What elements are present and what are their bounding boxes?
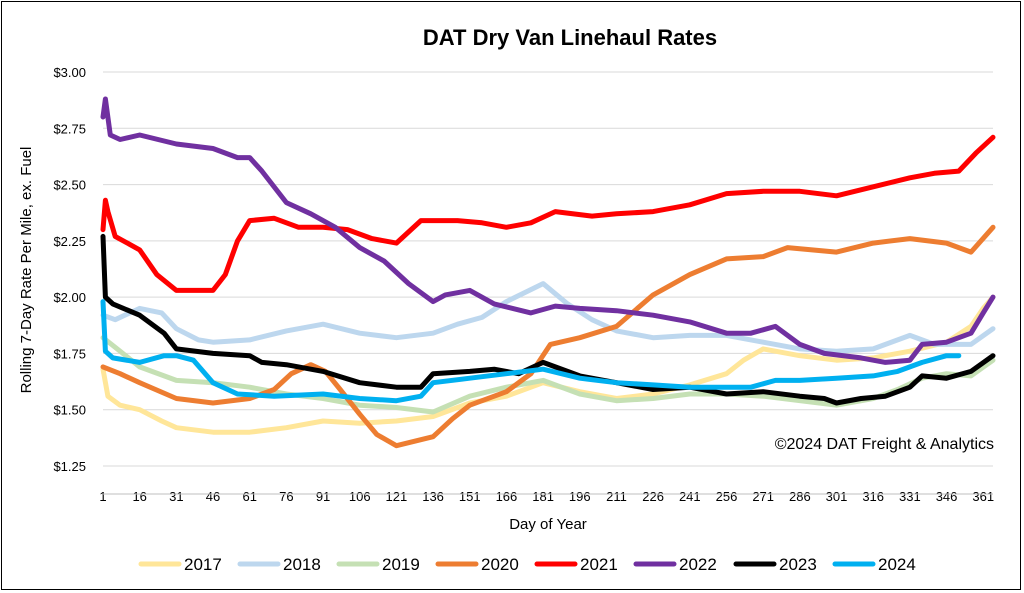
legend-label-2021: 2021 [580, 555, 618, 574]
x-tick-label: 346 [936, 489, 958, 504]
legend-label-2020: 2020 [481, 555, 519, 574]
series-lines [100, 96, 996, 449]
x-tick-label: 106 [349, 489, 371, 504]
x-tick-label: 331 [899, 489, 921, 504]
x-tick-label: 16 [132, 489, 146, 504]
legend-label-2019: 2019 [382, 555, 420, 574]
x-tick-label: 31 [169, 489, 183, 504]
x-tick-label: 196 [569, 489, 591, 504]
series-line-2020 [100, 224, 996, 449]
x-tick-label: 181 [532, 489, 554, 504]
x-tick-label: 136 [422, 489, 444, 504]
x-tick-label: 256 [716, 489, 738, 504]
y-axis-ticks: $1.25 $1.50 $1.75 $2.00 $2.25 $2.50 $2.75 $3.00 [53, 65, 86, 474]
x-tick-label: 166 [496, 489, 518, 504]
y-tick-label: $2.50 [53, 178, 86, 193]
legend-label-2024: 2024 [878, 555, 916, 574]
y-tick-label: $2.75 [53, 121, 86, 136]
x-tick-label: 301 [826, 489, 848, 504]
x-tick-label: 226 [642, 489, 664, 504]
series-line-2018 [100, 281, 996, 354]
x-tick-label: 1 [99, 489, 106, 504]
x-tick-label: 151 [459, 489, 481, 504]
y-tick-label: $1.75 [53, 346, 86, 361]
y-tick-label: $1.25 [53, 459, 86, 474]
legend-label-2018: 2018 [283, 555, 321, 574]
x-tick-label: 286 [789, 489, 811, 504]
series-line-2022 [100, 96, 996, 365]
series-line-2021 [100, 134, 996, 293]
x-axis-ticks: 1 16 31 46 61 76 91 106 121 136 151 166 181 196 211 226… [99, 489, 994, 504]
series-line-2024 [100, 299, 962, 404]
y-tick-label: $3.00 [53, 65, 86, 80]
legend: 2017 2018 2019 2020 2021 2022 2023 2024 [138, 555, 916, 574]
copyright-annotation: ©2024 DAT Freight & Analytics [775, 436, 994, 453]
x-tick-label: 361 [972, 489, 994, 504]
x-tick-label: 91 [316, 489, 330, 504]
legend-label-2017: 2017 [184, 555, 222, 574]
x-tick-label: 121 [386, 489, 408, 504]
x-tick-label: 61 [242, 489, 256, 504]
x-axis-label: Day of Year [509, 516, 587, 533]
legend-label-2022: 2022 [679, 555, 717, 574]
x-tick-label: 46 [206, 489, 220, 504]
x-tick-label: 271 [752, 489, 774, 504]
x-tick-label: 316 [862, 489, 884, 504]
y-tick-label: $2.00 [53, 290, 86, 305]
gridlines [103, 71, 993, 467]
y-tick-label: $1.50 [53, 403, 86, 418]
x-tick-label: 241 [679, 489, 701, 504]
y-axis-label: Rolling 7-Day Rate Per Mile, ex. Fuel [18, 147, 35, 394]
x-tick-label: 211 [606, 489, 627, 504]
chart-title: DAT Dry Van Linehaul Rates [423, 25, 717, 50]
y-tick-label: $2.25 [53, 234, 86, 249]
x-tick-label: 76 [279, 489, 293, 504]
legend-label-2023: 2023 [779, 555, 817, 574]
